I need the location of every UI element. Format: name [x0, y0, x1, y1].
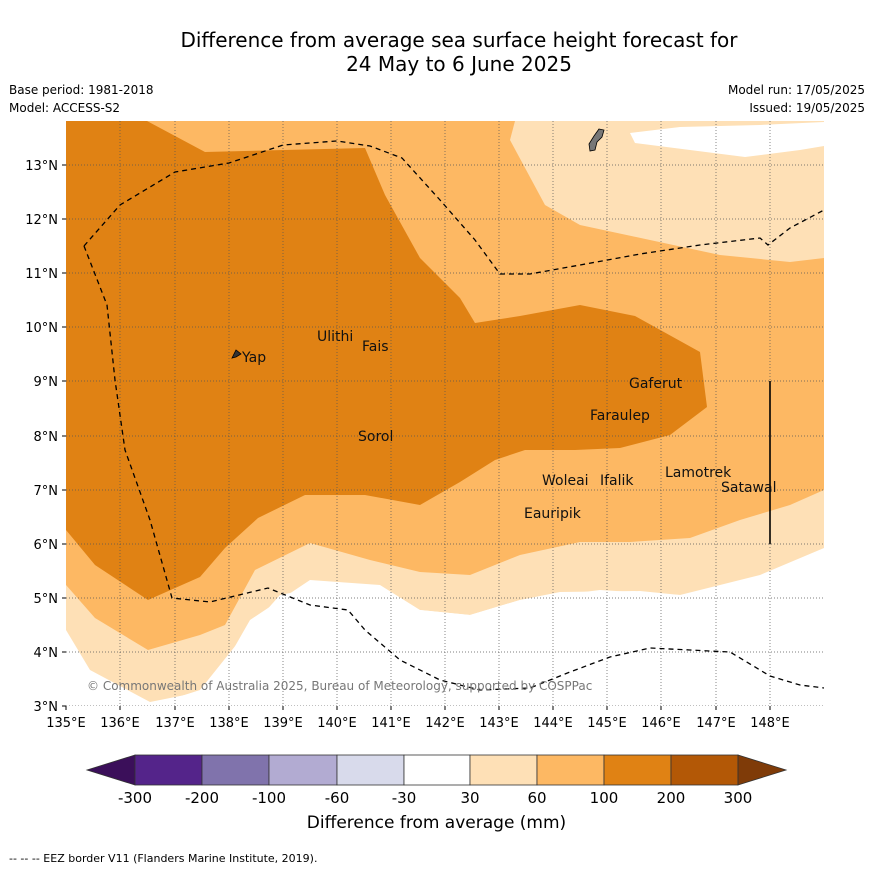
cbar-tick-10: 300	[724, 789, 753, 807]
copyright-notice: © Commonwealth of Australia 2025, Bureau…	[87, 679, 592, 693]
y-tick-12: 12°N	[25, 213, 58, 228]
x-tick-143: 143°E	[479, 716, 519, 731]
colorbar-over-arrow	[737, 754, 788, 786]
x-tick-136: 136°E	[100, 716, 140, 731]
x-axis: 135°E 136°E 137°E 138°E 139°E 140°E 141°…	[46, 716, 790, 731]
cbar-tick-7: 60	[527, 789, 546, 807]
label-eauripik: Eauripik	[524, 506, 582, 522]
label-yap: Yap	[241, 350, 266, 366]
colorbar-under-arrow	[85, 754, 136, 786]
map-area: Yap Ulithi Fais Gaferut Faraulep Sorol W…	[66, 121, 824, 706]
y-axis: 3°N 4°N 5°N 6°N 7°N 8°N 9°N 10°N 11°N 12…	[25, 159, 58, 715]
title-line-2: 24 May to 6 June 2025	[346, 52, 572, 76]
colorbar-cell-1	[134, 754, 203, 786]
map-title: Difference from average sea surface heig…	[0, 28, 873, 76]
x-tick-148: 148°E	[750, 716, 790, 731]
x-tick-146: 146°E	[641, 716, 681, 731]
x-tick-141: 141°E	[371, 716, 411, 731]
label-satawal: Satawal	[721, 480, 776, 496]
colorbar-cell-9	[670, 754, 739, 786]
label-sorol: Sorol	[358, 429, 393, 445]
y-tick-9: 9°N	[34, 375, 59, 390]
y-tick-4: 4°N	[34, 646, 59, 661]
x-tick-135: 135°E	[46, 716, 86, 731]
neutral-patch-north	[630, 122, 824, 157]
colorbar-cell-5	[403, 754, 471, 786]
x-tick-145: 145°E	[587, 716, 627, 731]
colorbar-cell-3	[268, 754, 338, 786]
colorbar-title: Difference from average (mm)	[306, 813, 567, 833]
eez-border	[83, 140, 824, 691]
x-tick-142: 142°E	[425, 716, 465, 731]
cbar-tick-1: -300	[118, 789, 152, 807]
cbar-tick-5: -30	[392, 789, 417, 807]
x-tick-140: 140°E	[317, 716, 357, 731]
x-tick-138: 138°E	[209, 716, 249, 731]
y-tick-10: 10°N	[25, 321, 58, 336]
x-tick-144: 144°E	[533, 716, 573, 731]
y-tick-13: 13°N	[25, 159, 58, 174]
yap-island	[231, 349, 242, 359]
y-tick-6: 6°N	[34, 538, 59, 553]
label-fais: Fais	[362, 339, 389, 355]
model-run: Model run: 17/05/2025	[727, 83, 865, 97]
issued-date: Issued: 19/05/2025	[749, 101, 865, 115]
cbar-tick-4: -60	[325, 789, 350, 807]
colorbar-cell-7	[536, 754, 605, 786]
place-labels: Yap Ulithi Fais Gaferut Faraulep Sorol W…	[241, 329, 776, 522]
meta-right: Model run: 17/05/2025 Issued: 19/05/2025	[728, 81, 865, 117]
cbar-tick-9: 200	[657, 789, 686, 807]
x-tick-139: 139°E	[263, 716, 303, 731]
y-tick-marks	[62, 164, 66, 707]
y-tick-11: 11°N	[25, 267, 58, 282]
cbar-tick-6: 30	[460, 789, 479, 807]
meta-left: Base period: 1981-2018 Model: ACCESS-S2	[9, 81, 154, 117]
grid-lines	[66, 121, 824, 706]
cbar-tick-8: 100	[590, 789, 619, 807]
colorbar-cell-8	[603, 754, 672, 786]
title-line-1: Difference from average sea surface heig…	[180, 28, 738, 52]
model-name: Model: ACCESS-S2	[9, 101, 121, 115]
neutral-region-south	[150, 550, 824, 706]
colorbar-cell-6	[469, 754, 538, 786]
label-lamotrek: Lamotrek	[665, 465, 732, 481]
colorbar-cell-2	[201, 754, 270, 786]
x-tick-147: 147°E	[696, 716, 736, 731]
label-ulithi: Ulithi	[317, 329, 353, 345]
y-tick-3: 3°N	[34, 700, 59, 715]
x-tick-marks	[65, 706, 771, 710]
band-100-200	[66, 121, 707, 600]
y-tick-7: 7°N	[34, 484, 59, 499]
colorbar	[85, 754, 788, 786]
label-woleai: Woleai	[542, 473, 589, 489]
eez-footnote: -- -- -- EEZ border V11 (Flanders Marine…	[9, 852, 318, 865]
label-gaferut: Gaferut	[629, 376, 683, 392]
label-ifalik: Ifalik	[600, 473, 634, 489]
colorbar-ticks: -300 -200 -100 -60 -30 30 60 100 200 300	[118, 789, 752, 807]
cbar-tick-3: -100	[252, 789, 286, 807]
colorbar-cell-4	[336, 754, 405, 786]
base-period: Base period: 1981-2018	[9, 83, 154, 97]
x-tick-137: 137°E	[155, 716, 195, 731]
label-faraulep: Faraulep	[590, 408, 650, 424]
cbar-tick-2: -200	[185, 789, 219, 807]
y-tick-8: 8°N	[34, 430, 59, 445]
guam-island	[588, 128, 605, 152]
y-tick-5: 5°N	[34, 592, 59, 607]
